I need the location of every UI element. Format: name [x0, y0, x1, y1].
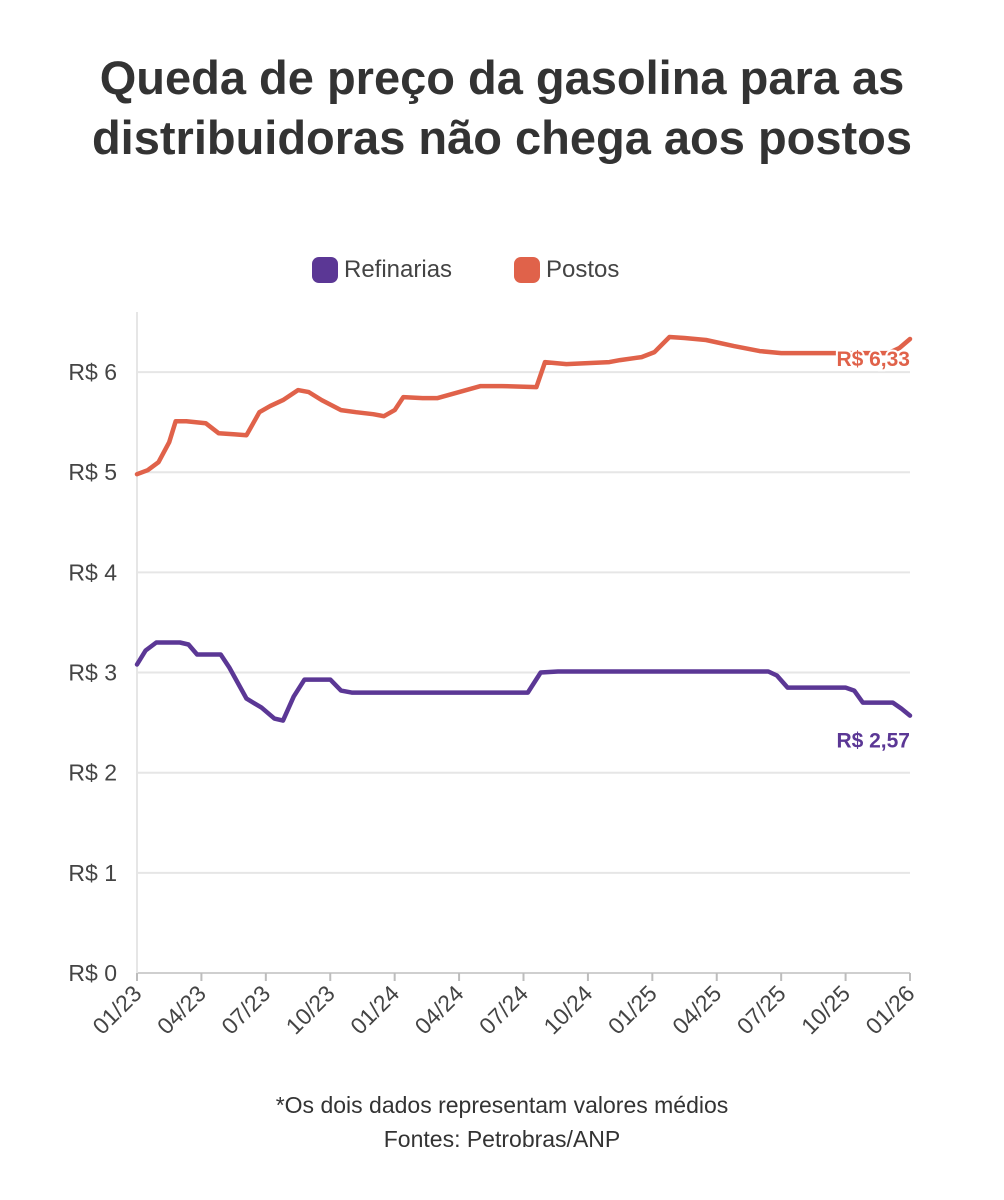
- y-tick-label: R$ 4: [68, 559, 117, 585]
- series-line-postos: [134, 334, 913, 477]
- y-tick-label: R$ 5: [68, 459, 117, 485]
- x-tick-label: 01/23: [87, 980, 146, 1039]
- y-tick-label: R$ 6: [68, 359, 117, 385]
- y-tick-label: R$ 1: [68, 860, 117, 886]
- legend-label-refinarias: Refinarias: [344, 256, 453, 283]
- legend-item-postos: Postos: [514, 253, 619, 287]
- x-tick-label: 07/24: [474, 980, 533, 1039]
- y-tick-label: R$ 2: [68, 760, 117, 786]
- x-tick-label: 04/23: [152, 980, 211, 1039]
- x-tick-label: 07/23: [216, 980, 275, 1039]
- chart-title: Queda de preço da gasolina para as distr…: [91, 51, 913, 164]
- legend-swatch-postos: [514, 257, 540, 283]
- y-tick-label: R$ 0: [68, 960, 117, 986]
- y-tick-label: R$ 3: [68, 660, 117, 686]
- x-tick-label: 01/26: [860, 980, 919, 1039]
- x-tick-label: 01/24: [345, 980, 404, 1039]
- source-note: Fontes: Petrobras/ANP: [383, 1126, 621, 1152]
- footnote: *Os dois dados representam valores médio…: [275, 1092, 729, 1118]
- legend-label-postos: Postos: [546, 256, 620, 283]
- x-tick-label: 04/25: [667, 980, 726, 1039]
- legend: Refinarias Postos: [0, 253, 1004, 287]
- x-tick-label: 01/25: [603, 980, 662, 1039]
- x-tick-label: 10/23: [281, 980, 340, 1039]
- x-tick-label: 07/25: [732, 980, 791, 1039]
- end-label-refinarias: R$ 2,57: [836, 730, 910, 753]
- series-line-refinarias: [134, 640, 913, 723]
- x-tick-label: 10/24: [538, 980, 597, 1039]
- x-tick-label: 04/24: [410, 980, 469, 1039]
- legend-item-refinarias: Refinarias: [312, 253, 452, 287]
- x-tick-label: 10/25: [796, 980, 855, 1039]
- legend-swatch-refinarias: [312, 257, 338, 283]
- end-label-postos: R$ 6,33: [836, 348, 910, 371]
